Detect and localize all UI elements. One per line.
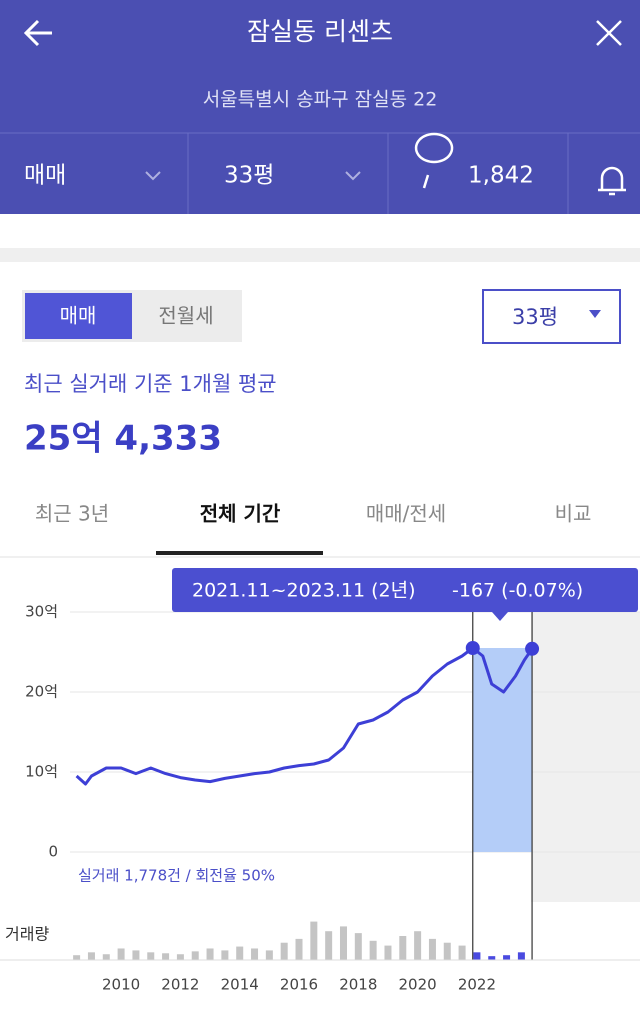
- size: 33평: [224, 163, 274, 189]
- y-tick-label: 10억: [25, 763, 58, 781]
- comments-button[interactable]: 1,842: [414, 132, 534, 189]
- volume-bar: [503, 955, 511, 960]
- volume-bar: [265, 950, 273, 960]
- toggle-active[interactable]: [25, 293, 132, 339]
- volume-bar: [384, 945, 392, 960]
- spacer: [0, 248, 640, 262]
- chevron: [145, 171, 161, 181]
- volume-bar: [443, 942, 451, 960]
- tooltip-pointer: [492, 612, 508, 621]
- price-line: [75, 646, 534, 786]
- x-tick-label: 2020: [399, 976, 437, 994]
- stats: 실거래 1,778건 / 회전율 50%: [78, 867, 275, 885]
- comment-count: 1,842: [468, 163, 534, 189]
- size-select[interactable]: 33평: [224, 163, 361, 189]
- volume-bar: [191, 951, 199, 960]
- size-dropdown[interactable]: [482, 289, 621, 344]
- toggle-option[interactable]: 전월세: [158, 304, 213, 328]
- bell-button[interactable]: [598, 166, 626, 196]
- x-tick-label: 2010: [102, 976, 140, 994]
- tab-underline: [156, 551, 323, 555]
- tooltip-bg: [172, 568, 638, 612]
- tab[interactable]: 전체 기간: [200, 502, 281, 526]
- x-tick-label: 2016: [280, 976, 318, 994]
- title: 잠실동 리센츠: [247, 17, 393, 46]
- volume-bar: [117, 948, 125, 960]
- volume-bar: [132, 950, 140, 960]
- x-tick-label: 2022: [458, 976, 496, 994]
- dropdown-arrow: [589, 310, 601, 318]
- toggle-option[interactable]: 매매: [60, 304, 97, 328]
- volume-bar: [414, 931, 422, 960]
- volume-bar: [206, 948, 214, 960]
- back-button[interactable]: [23, 19, 52, 47]
- volume-bar: [369, 940, 377, 960]
- volume-bar: [399, 936, 407, 960]
- selection-dot: [525, 641, 540, 656]
- tooltip-change: -167 (-0.07%): [452, 580, 583, 602]
- comment-icon: [414, 132, 454, 189]
- y-tick-label: 0: [48, 843, 58, 861]
- header-bg: [0, 0, 640, 214]
- y-tick-label: 30억: [25, 603, 58, 621]
- volume-bar: [251, 948, 259, 960]
- selection-area: [472, 648, 533, 852]
- tab[interactable]: 비교: [555, 502, 592, 526]
- size-dropdown-label: 33평: [512, 305, 558, 329]
- volume-bar: [147, 952, 155, 960]
- volume-bar: [488, 956, 496, 960]
- volume-bar: [428, 938, 436, 960]
- volume-bar: [295, 938, 303, 960]
- volume-bar: [280, 942, 288, 960]
- volume-bar: [236, 946, 244, 960]
- volume-bar: [73, 955, 81, 960]
- close-button[interactable]: [596, 20, 622, 46]
- x-tick-label: 2018: [339, 976, 377, 994]
- tooltip-period: 2021.11~2023.11 (2년): [192, 580, 416, 602]
- volume-bar: [87, 952, 95, 960]
- price: 25억 4,333: [24, 419, 222, 459]
- volume-label: 거래량: [5, 925, 49, 944]
- volume-bar: [221, 950, 229, 960]
- y-tick-label: 20억: [25, 683, 58, 701]
- volume-bar: [102, 954, 110, 960]
- tooltip: 2021.11~2023.11 (2년) -167 (-0.07%): [172, 568, 638, 621]
- x-tick-label: 2012: [161, 976, 199, 994]
- volume-bar: [473, 952, 481, 960]
- volume-bar: [458, 945, 466, 960]
- volume-bar: [310, 921, 318, 960]
- selection-dot: [465, 641, 480, 655]
- volume-bar: [176, 954, 184, 960]
- chevron: [345, 171, 361, 181]
- address: 서울특별시 송파구 잠실동 22: [203, 89, 438, 111]
- x-tick-label: 2014: [221, 976, 259, 994]
- volume-bar: [354, 933, 362, 960]
- trade-type-select[interactable]: 매매: [24, 163, 161, 189]
- trade-type: 매매: [24, 163, 66, 189]
- volume-bar: [339, 926, 347, 960]
- volume-bar: [325, 931, 333, 960]
- future-area: [531, 612, 640, 902]
- volume-bar: [162, 953, 170, 960]
- caption: 최근 실거래 기준 1개월 평균: [24, 372, 277, 396]
- tab[interactable]: 매매/전세: [366, 502, 446, 526]
- tab[interactable]: 최근 3년: [35, 502, 109, 526]
- volume-bar: [517, 952, 525, 960]
